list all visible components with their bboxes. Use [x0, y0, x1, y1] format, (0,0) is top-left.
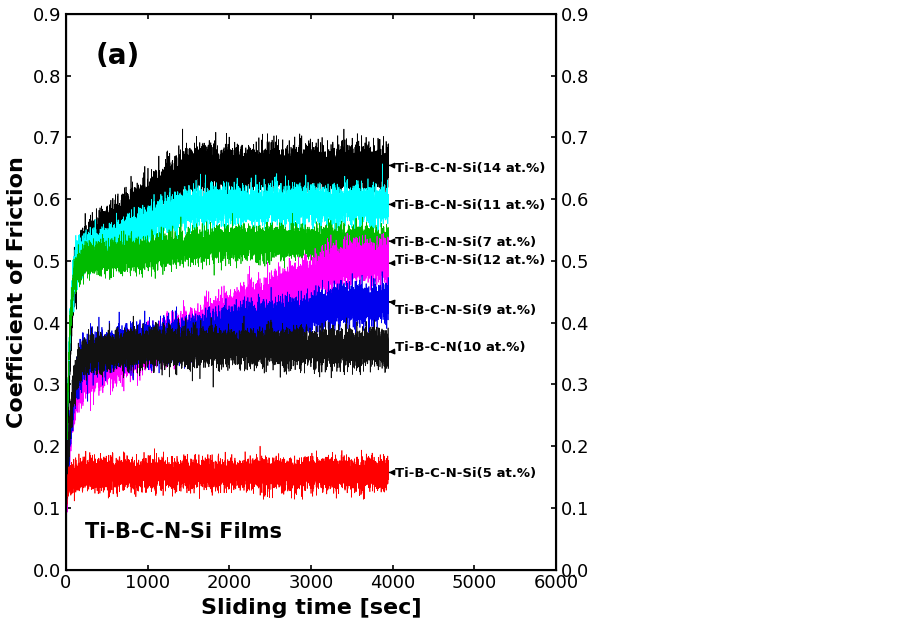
Text: Ti-B-C-N(10 at.%): Ti-B-C-N(10 at.%) — [389, 341, 526, 354]
X-axis label: Sliding time [sec]: Sliding time [sec] — [201, 598, 422, 618]
Text: Ti-B-C-N-Si(12 at.%): Ti-B-C-N-Si(12 at.%) — [389, 254, 545, 268]
Text: (a): (a) — [95, 42, 140, 70]
Text: Ti-B-C-N-Si Films: Ti-B-C-N-Si Films — [85, 522, 283, 542]
Y-axis label: Coefficient of Friction: Coefficient of Friction — [7, 156, 27, 428]
Text: Ti-B-C-N-Si(7 at.%): Ti-B-C-N-Si(7 at.%) — [389, 236, 536, 249]
Text: Ti-B-C-N-Si(14 at.%): Ti-B-C-N-Si(14 at.%) — [389, 162, 545, 175]
Text: Ti-B-C-N-Si(9 at.%): Ti-B-C-N-Si(9 at.%) — [389, 300, 536, 317]
Text: Ti-B-C-N-Si(5 at.%): Ti-B-C-N-Si(5 at.%) — [389, 468, 536, 481]
Text: Ti-B-C-N-Si(11 at.%): Ti-B-C-N-Si(11 at.%) — [389, 199, 545, 212]
